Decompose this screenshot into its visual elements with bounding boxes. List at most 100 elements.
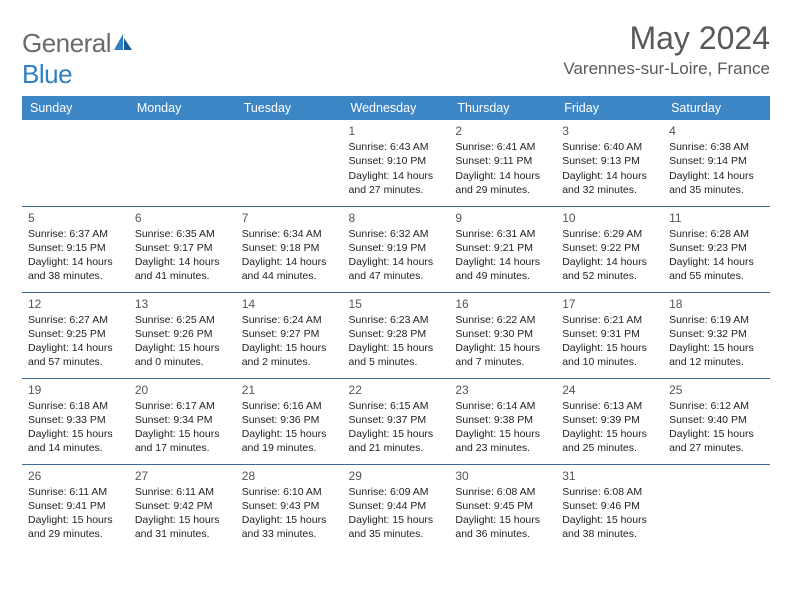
calendar-header-row: SundayMondayTuesdayWednesdayThursdayFrid… xyxy=(22,96,770,120)
day-number: 14 xyxy=(242,296,337,312)
day-number: 9 xyxy=(455,210,550,226)
day-number: 30 xyxy=(455,468,550,484)
sunrise-line: Sunrise: 6:12 AM xyxy=(669,399,764,413)
calendar-week-row: 1Sunrise: 6:43 AMSunset: 9:10 PMDaylight… xyxy=(22,120,770,206)
day-number: 11 xyxy=(669,210,764,226)
calendar-day-cell: 7Sunrise: 6:34 AMSunset: 9:18 PMDaylight… xyxy=(236,206,343,292)
daylight-line: Daylight: 14 hours and 41 minutes. xyxy=(135,255,230,283)
sunrise-line: Sunrise: 6:16 AM xyxy=(242,399,337,413)
day-number: 17 xyxy=(562,296,657,312)
calendar-day-cell: 28Sunrise: 6:10 AMSunset: 9:43 PMDayligh… xyxy=(236,464,343,550)
daylight-line: Daylight: 15 hours and 0 minutes. xyxy=(135,341,230,369)
day-number: 24 xyxy=(562,382,657,398)
sunset-line: Sunset: 9:31 PM xyxy=(562,327,657,341)
day-number: 3 xyxy=(562,123,657,139)
title-block: May 2024 Varennes-sur-Loire, France xyxy=(563,20,770,79)
daylight-line: Daylight: 15 hours and 33 minutes. xyxy=(242,513,337,541)
sunset-line: Sunset: 9:30 PM xyxy=(455,327,550,341)
day-number: 19 xyxy=(28,382,123,398)
sunrise-line: Sunrise: 6:37 AM xyxy=(28,227,123,241)
day-header: Sunday xyxy=(22,96,129,120)
day-header: Friday xyxy=(556,96,663,120)
day-number: 2 xyxy=(455,123,550,139)
daylight-line: Daylight: 15 hours and 14 minutes. xyxy=(28,427,123,455)
calendar-week-row: 12Sunrise: 6:27 AMSunset: 9:25 PMDayligh… xyxy=(22,292,770,378)
sunrise-line: Sunrise: 6:25 AM xyxy=(135,313,230,327)
sunrise-line: Sunrise: 6:13 AM xyxy=(562,399,657,413)
calendar-day-cell: 15Sunrise: 6:23 AMSunset: 9:28 PMDayligh… xyxy=(343,292,450,378)
day-header: Thursday xyxy=(449,96,556,120)
sunset-line: Sunset: 9:34 PM xyxy=(135,413,230,427)
calendar-day-cell xyxy=(129,120,236,206)
sunrise-line: Sunrise: 6:28 AM xyxy=(669,227,764,241)
day-number: 31 xyxy=(562,468,657,484)
calendar-day-cell xyxy=(236,120,343,206)
calendar-day-cell: 4Sunrise: 6:38 AMSunset: 9:14 PMDaylight… xyxy=(663,120,770,206)
day-number: 10 xyxy=(562,210,657,226)
daylight-line: Daylight: 14 hours and 32 minutes. xyxy=(562,169,657,197)
logo-text: GeneralBlue xyxy=(22,28,134,90)
calendar-day-cell: 2Sunrise: 6:41 AMSunset: 9:11 PMDaylight… xyxy=(449,120,556,206)
day-number: 22 xyxy=(349,382,444,398)
calendar-day-cell: 26Sunrise: 6:11 AMSunset: 9:41 PMDayligh… xyxy=(22,464,129,550)
calendar-day-cell: 3Sunrise: 6:40 AMSunset: 9:13 PMDaylight… xyxy=(556,120,663,206)
calendar-day-cell xyxy=(22,120,129,206)
sunset-line: Sunset: 9:36 PM xyxy=(242,413,337,427)
sunrise-line: Sunrise: 6:17 AM xyxy=(135,399,230,413)
day-number: 1 xyxy=(349,123,444,139)
calendar-day-cell: 25Sunrise: 6:12 AMSunset: 9:40 PMDayligh… xyxy=(663,378,770,464)
sunset-line: Sunset: 9:27 PM xyxy=(242,327,337,341)
sunset-line: Sunset: 9:33 PM xyxy=(28,413,123,427)
sunrise-line: Sunrise: 6:41 AM xyxy=(455,140,550,154)
daylight-line: Daylight: 14 hours and 47 minutes. xyxy=(349,255,444,283)
sunset-line: Sunset: 9:17 PM xyxy=(135,241,230,255)
calendar-day-cell: 5Sunrise: 6:37 AMSunset: 9:15 PMDaylight… xyxy=(22,206,129,292)
daylight-line: Daylight: 15 hours and 31 minutes. xyxy=(135,513,230,541)
day-header: Wednesday xyxy=(343,96,450,120)
day-number: 29 xyxy=(349,468,444,484)
daylight-line: Daylight: 15 hours and 27 minutes. xyxy=(669,427,764,455)
day-number: 13 xyxy=(135,296,230,312)
sunset-line: Sunset: 9:18 PM xyxy=(242,241,337,255)
daylight-line: Daylight: 15 hours and 19 minutes. xyxy=(242,427,337,455)
month-title: May 2024 xyxy=(563,20,770,57)
sunrise-line: Sunrise: 6:15 AM xyxy=(349,399,444,413)
calendar-day-cell: 19Sunrise: 6:18 AMSunset: 9:33 PMDayligh… xyxy=(22,378,129,464)
sunset-line: Sunset: 9:43 PM xyxy=(242,499,337,513)
calendar-day-cell: 13Sunrise: 6:25 AMSunset: 9:26 PMDayligh… xyxy=(129,292,236,378)
calendar-day-cell: 9Sunrise: 6:31 AMSunset: 9:21 PMDaylight… xyxy=(449,206,556,292)
sunrise-line: Sunrise: 6:14 AM xyxy=(455,399,550,413)
sunset-line: Sunset: 9:40 PM xyxy=(669,413,764,427)
daylight-line: Daylight: 14 hours and 29 minutes. xyxy=(455,169,550,197)
day-number: 5 xyxy=(28,210,123,226)
calendar-day-cell: 12Sunrise: 6:27 AMSunset: 9:25 PMDayligh… xyxy=(22,292,129,378)
sunset-line: Sunset: 9:44 PM xyxy=(349,499,444,513)
sunrise-line: Sunrise: 6:34 AM xyxy=(242,227,337,241)
logo-text-blue: Blue xyxy=(22,59,72,89)
sunrise-line: Sunrise: 6:22 AM xyxy=(455,313,550,327)
sunset-line: Sunset: 9:46 PM xyxy=(562,499,657,513)
calendar-day-cell: 21Sunrise: 6:16 AMSunset: 9:36 PMDayligh… xyxy=(236,378,343,464)
sunset-line: Sunset: 9:21 PM xyxy=(455,241,550,255)
day-number: 18 xyxy=(669,296,764,312)
calendar-day-cell: 29Sunrise: 6:09 AMSunset: 9:44 PMDayligh… xyxy=(343,464,450,550)
day-header: Monday xyxy=(129,96,236,120)
sunset-line: Sunset: 9:41 PM xyxy=(28,499,123,513)
daylight-line: Daylight: 14 hours and 52 minutes. xyxy=(562,255,657,283)
sunrise-line: Sunrise: 6:10 AM xyxy=(242,485,337,499)
sunset-line: Sunset: 9:10 PM xyxy=(349,154,444,168)
calendar-day-cell: 18Sunrise: 6:19 AMSunset: 9:32 PMDayligh… xyxy=(663,292,770,378)
sunset-line: Sunset: 9:14 PM xyxy=(669,154,764,168)
daylight-line: Daylight: 15 hours and 7 minutes. xyxy=(455,341,550,369)
sunrise-line: Sunrise: 6:23 AM xyxy=(349,313,444,327)
calendar-day-cell: 20Sunrise: 6:17 AMSunset: 9:34 PMDayligh… xyxy=(129,378,236,464)
calendar-week-row: 26Sunrise: 6:11 AMSunset: 9:41 PMDayligh… xyxy=(22,464,770,550)
day-number: 7 xyxy=(242,210,337,226)
calendar-day-cell: 23Sunrise: 6:14 AMSunset: 9:38 PMDayligh… xyxy=(449,378,556,464)
calendar-day-cell: 22Sunrise: 6:15 AMSunset: 9:37 PMDayligh… xyxy=(343,378,450,464)
sunset-line: Sunset: 9:15 PM xyxy=(28,241,123,255)
sunrise-line: Sunrise: 6:11 AM xyxy=(28,485,123,499)
day-number: 27 xyxy=(135,468,230,484)
sunset-line: Sunset: 9:39 PM xyxy=(562,413,657,427)
daylight-line: Daylight: 15 hours and 5 minutes. xyxy=(349,341,444,369)
